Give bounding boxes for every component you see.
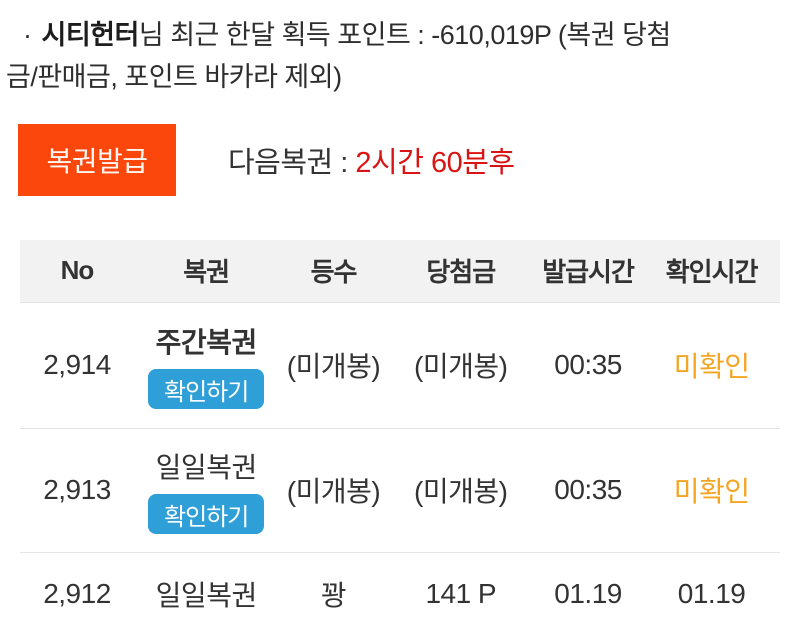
summary-text: 님 최근 한달 획득 포인트 : -610,019P (복권 당첨 [138, 20, 671, 50]
cell-no: 2,914 [20, 302, 134, 429]
cell-checked-time: 미확인 [643, 302, 780, 429]
cell-lottery: 일일복권 [134, 552, 279, 618]
cell-rank: (미개봉) [278, 428, 389, 553]
col-header-checked-time: 확인시간 [643, 240, 780, 303]
next-lottery-countdown: 2시간 60분후 [355, 147, 515, 179]
col-header-issued-time: 발급시간 [532, 240, 644, 303]
col-header-rank: 등수 [278, 240, 389, 303]
cell-issued-time: 00:35 [532, 428, 644, 553]
cell-prize: (미개봉) [388, 302, 533, 429]
next-lottery-info: 다음복권 : 2시간 60분후 [228, 139, 515, 181]
summary-line-1: · 시티헌터님 최근 한달 획득 포인트 : -610,019P (복권 당첨 [6, 14, 792, 56]
lottery-history-table: No 복권 등수 당첨금 발급시간 확인시간 2,914 주간복권 확인하기 (… [20, 240, 780, 618]
table-row: 2,914 주간복권 확인하기 (미개봉) (미개봉) 00:35 미확인 [20, 302, 780, 429]
summary-line-2: 금/판매금, 포인트 바카라 제외) [6, 62, 342, 92]
cell-checked-time: 01.19 [643, 552, 780, 618]
cell-no: 2,913 [20, 428, 134, 553]
cell-rank: 꽝 [278, 552, 389, 618]
cell-prize: (미개봉) [388, 428, 533, 553]
cell-no: 2,912 [20, 552, 134, 618]
check-result-button[interactable]: 확인하기 [148, 369, 265, 409]
bullet-icon: · [23, 20, 32, 50]
cell-issued-time: 01.19 [532, 552, 644, 618]
next-lottery-label: 다음복권 : [228, 147, 356, 179]
issue-lottery-button[interactable]: 복권발급 [18, 124, 176, 196]
check-result-button[interactable]: 확인하기 [148, 494, 265, 534]
col-header-no: No [20, 240, 134, 303]
table-header-row: No 복권 등수 당첨금 발급시간 확인시간 [20, 240, 780, 303]
col-header-lottery: 복권 [134, 240, 279, 303]
table-row: 2,913 일일복권 확인하기 (미개봉) (미개봉) 00:35 미확인 [20, 428, 780, 553]
table-row: 2,912 일일복권 꽝 141 P 01.19 01.19 [20, 552, 780, 618]
username: 시티헌터 [41, 20, 140, 50]
cell-checked-time: 미확인 [643, 428, 780, 553]
cell-lottery: 주간복권 확인하기 [134, 302, 279, 429]
lottery-name: 주간복권 [155, 327, 258, 358]
col-header-prize: 당첨금 [388, 240, 533, 303]
lottery-name: 일일복권 [155, 452, 258, 483]
cell-issued-time: 00:35 [532, 302, 644, 429]
cell-prize: 141 P [388, 552, 533, 618]
points-summary: · 시티헌터님 최근 한달 획득 포인트 : -610,019P (복권 당첨 금… [0, 0, 800, 98]
cell-lottery: 일일복권 확인하기 [134, 428, 279, 553]
cell-rank: (미개봉) [278, 302, 389, 429]
lottery-name: 일일복권 [155, 580, 258, 611]
issue-section: 복권발급 다음복권 : 2시간 60분후 [18, 124, 800, 196]
